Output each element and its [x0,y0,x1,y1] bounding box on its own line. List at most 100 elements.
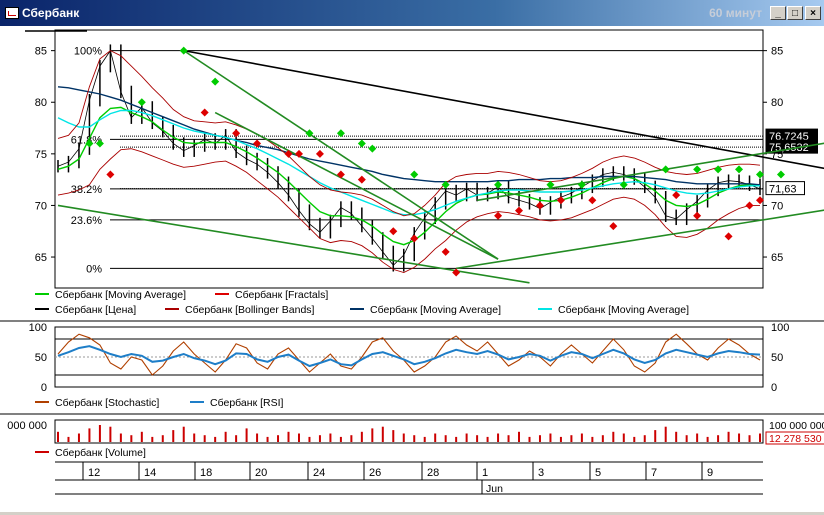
fractal-down-marker [294,149,303,158]
volume-tick-label-right: 100 000 000 [769,420,824,432]
fractal-down-marker [745,201,754,210]
fractal-up-marker [179,46,188,55]
date-tick-label: 18 [200,467,212,479]
window-title: Сбербанк [22,6,80,20]
fractal-down-marker [494,211,503,220]
y-tick-label-left: 80 [35,97,47,109]
osc-tick-label-left: 50 [35,352,47,364]
fractal-up-marker [714,165,723,174]
fractal-down-marker [315,149,324,158]
fractal-up-marker [410,170,419,179]
fractal-down-marker [106,170,115,179]
y-tick-label-left: 85 [35,46,47,58]
osc-tick-label-left: 100 [29,322,47,334]
fractal-down-marker [672,191,681,200]
osc-tick-label-right: 0 [771,382,777,394]
fractal-down-marker [200,108,209,117]
chart-window-icon [5,7,19,19]
fractal-up-marker [577,180,586,189]
date-tick-label: 7 [651,467,657,479]
fibonacci-level-label: 100% [74,46,102,58]
fractal-down-marker [232,129,241,138]
fractal-up-marker [693,165,702,174]
trend-line [214,111,499,260]
fractal-down-marker [535,201,544,210]
date-tick-label: 20 [255,467,267,479]
fractal-down-marker [452,268,461,277]
fractal-down-marker [357,175,366,184]
price-level-box [765,139,818,154]
trend-line [456,209,824,270]
bollinger-band-line [57,50,761,217]
fractal-up-marker [357,139,366,148]
date-tick-label: 12 [88,467,100,479]
fractal-down-marker [588,196,597,205]
fibonacci-level-label: 38.2% [71,184,102,196]
fractal-up-marker [85,139,94,148]
fractal-up-marker [211,77,220,86]
fibonacci-level-label: 0% [86,263,102,275]
date-tick-label: 5 [595,467,601,479]
y-tick-label-left: 65 [35,252,47,264]
y-tick-label-left: 75 [35,149,47,161]
fractal-up-marker [95,139,104,148]
date-tick-label: 1 [482,467,488,479]
date-tick-label: 26 [369,467,381,479]
fractal-down-marker [609,222,618,231]
date-tick-label: 9 [707,467,713,479]
osc-tick-label-left: 0 [41,382,47,394]
price-level-value: 75,6532 [769,142,809,154]
legend-label: Сбербанк [Volume] [55,447,146,459]
fractal-up-marker [441,180,450,189]
y-tick-label-right: 65 [771,252,783,264]
maximize-button[interactable]: □ [787,6,803,20]
fractal-down-marker [336,170,345,179]
y-tick-label-left: 70 [35,200,47,212]
fractal-up-marker [661,165,670,174]
fractal-up-marker [756,170,764,179]
y-tick-label-right: 85 [771,46,783,58]
volume-last-box [765,431,824,445]
fractal-down-marker [284,149,293,158]
fractal-up-marker [619,180,628,189]
legend-label: Сбербанк [Цена] [55,304,136,316]
fractal-up-marker [494,180,503,189]
fibonacci-level-label: 23.6% [71,215,102,227]
date-tick-label: 14 [144,467,156,479]
y-tick-label-right: 70 [771,200,783,212]
fractal-up-marker [336,129,345,138]
volume-tick-label-left: 000 000 [7,420,47,432]
minimize-button[interactable]: _ [770,6,786,20]
fractal-up-marker [137,98,146,107]
fractal-down-marker [410,234,419,243]
fractal-down-marker [756,196,764,205]
trend-line [57,204,530,284]
legend-label: Сбербанк [RSI] [210,397,284,409]
stochastic-line [57,333,761,376]
fractal-down-marker [556,196,565,205]
close-button[interactable]: × [805,6,821,20]
trend-line [183,49,499,260]
trend-line [183,49,824,170]
osc-tick-label-right: 50 [771,352,783,364]
fractal-up-marker [776,170,785,179]
chart-area[interactable]: 65 65 70 70 75 75 80 80 85 85 100% 61.8% 38.2% 23.6% 0… [0,26,824,512]
volume-last-value: 12 278 530 [769,433,822,445]
fractal-up-marker [735,165,744,174]
fractal-up-marker [546,180,555,189]
chart-period-label: 60 минут [709,6,762,20]
osc-tick-label-right: 100 [771,322,789,334]
fractal-down-marker [389,227,398,236]
date-tick-label: 24 [313,467,325,479]
legend-label: Сбербанк [Stochastic] [55,397,159,409]
legend-label: Сбербанк [Moving Average] [55,289,186,301]
y-tick-label-right: 80 [771,97,783,109]
legend-label: Сбербанк [Moving Average] [558,304,689,316]
fractal-up-marker [368,144,377,153]
window-title-bar[interactable]: Сбербанк 60 минут _ □ × [0,0,824,26]
price-line [57,49,761,266]
legend-label: Сбербанк [Moving Average] [370,304,501,316]
moving-average-line [57,86,761,186]
volume-panel-frame [54,419,764,444]
